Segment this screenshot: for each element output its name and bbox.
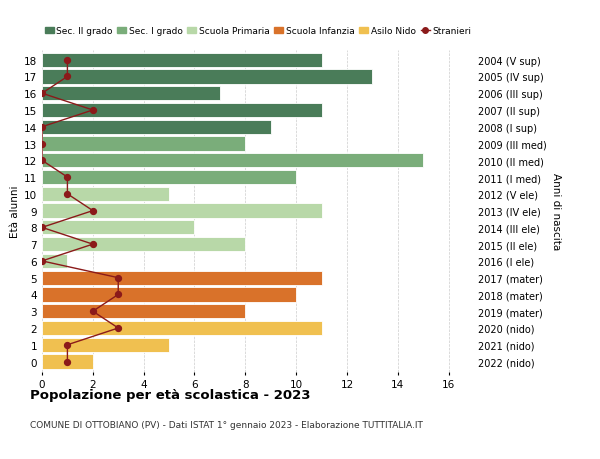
Bar xyxy=(42,321,322,336)
Text: Popolazione per età scolastica - 2023: Popolazione per età scolastica - 2023 xyxy=(30,388,311,401)
Bar xyxy=(42,137,245,151)
Point xyxy=(62,73,72,81)
Point xyxy=(37,90,47,98)
Point xyxy=(113,325,123,332)
Point xyxy=(62,191,72,198)
Point xyxy=(88,308,98,315)
Bar xyxy=(42,237,245,252)
Point xyxy=(62,358,72,365)
Bar xyxy=(42,187,169,202)
Bar xyxy=(42,87,220,101)
Legend: Sec. II grado, Sec. I grado, Scuola Primaria, Scuola Infanzia, Asilo Nido, Stran: Sec. II grado, Sec. I grado, Scuola Prim… xyxy=(41,23,475,39)
Point xyxy=(37,124,47,131)
Text: COMUNE DI OTTOBIANO (PV) - Dati ISTAT 1° gennaio 2023 - Elaborazione TUTTITALIA.: COMUNE DI OTTOBIANO (PV) - Dati ISTAT 1°… xyxy=(30,420,423,429)
Point xyxy=(62,174,72,181)
Bar xyxy=(42,271,322,285)
Point xyxy=(88,107,98,114)
Bar xyxy=(42,120,271,134)
Point xyxy=(62,341,72,349)
Bar xyxy=(42,204,322,218)
Point xyxy=(62,57,72,64)
Point xyxy=(37,224,47,231)
Point xyxy=(113,274,123,282)
Bar xyxy=(42,355,93,369)
Bar xyxy=(42,221,194,235)
Bar xyxy=(42,338,169,352)
Point xyxy=(37,140,47,148)
Point xyxy=(88,207,98,215)
Bar xyxy=(42,171,296,185)
Point xyxy=(37,157,47,165)
Bar xyxy=(42,70,373,84)
Bar xyxy=(42,304,245,319)
Point xyxy=(88,241,98,248)
Bar xyxy=(42,254,67,269)
Bar xyxy=(42,288,296,302)
Bar xyxy=(42,104,322,118)
Bar xyxy=(42,154,423,168)
Point xyxy=(37,257,47,265)
Y-axis label: Età alunni: Età alunni xyxy=(10,185,20,237)
Y-axis label: Anni di nascita: Anni di nascita xyxy=(551,173,561,250)
Bar xyxy=(42,53,322,67)
Point xyxy=(113,291,123,298)
